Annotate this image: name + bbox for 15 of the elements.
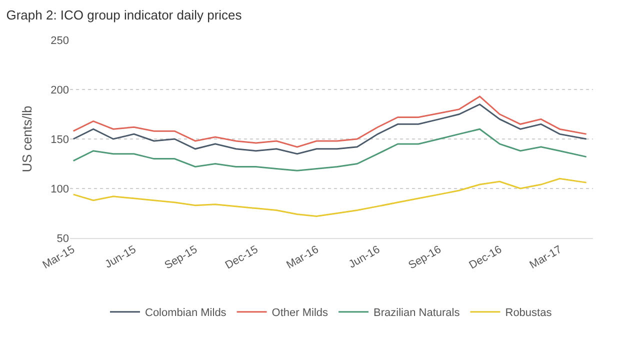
y-tick-label: 100 bbox=[50, 183, 69, 196]
line-series bbox=[72, 104, 588, 155]
line-series bbox=[72, 96, 588, 148]
y-tick-label: 200 bbox=[50, 84, 69, 96]
legend-label: Colombian Milds bbox=[145, 307, 227, 320]
line-series bbox=[72, 178, 588, 217]
legend-label: Other Milds bbox=[272, 307, 329, 320]
line-series bbox=[72, 128, 588, 172]
chart-title: Graph 2: ICO group indicator daily prices bbox=[6, 7, 242, 22]
legend-label: Robustas bbox=[505, 307, 552, 320]
y-tick-label: 250 bbox=[50, 34, 69, 47]
y-tick-label: 50 bbox=[56, 232, 69, 245]
legend-label: Brazilian Naturals bbox=[374, 307, 460, 320]
y-tick-label: 150 bbox=[50, 134, 69, 146]
y-axis-title: US cents/lb bbox=[20, 106, 35, 172]
